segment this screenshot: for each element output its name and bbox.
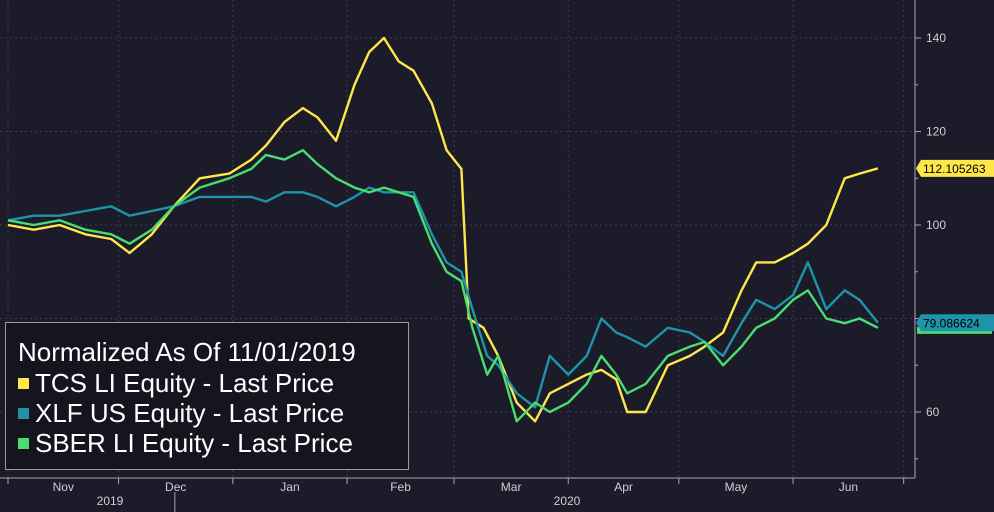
- x-tick-label: Dec: [165, 480, 186, 494]
- chart-title: Normalized As Of 11/01/2019: [18, 337, 356, 367]
- series-layer: [7, 36, 879, 423]
- legend-swatch-xlf: [18, 408, 29, 419]
- legend-item-xlf: XLF US Equity - Last Price: [18, 398, 344, 429]
- legend: Normalized As Of 11/01/2019 TCS LI Equit…: [5, 322, 409, 470]
- x-tick-label: Apr: [614, 480, 633, 494]
- last-value-tcs: 112.105263: [923, 162, 986, 176]
- x-tick-label: May: [725, 480, 748, 494]
- x-tick-label: Jan: [280, 480, 299, 494]
- y-tick-label: 60: [926, 405, 940, 419]
- y-tick-label: 140: [926, 31, 946, 45]
- x-tick-label: Jun: [839, 480, 858, 494]
- series-line-1: [7, 186, 879, 409]
- year-label: 2019: [97, 494, 124, 508]
- axis-layer: 60 100 120 140 Nov Dec Jan Feb Mar Apr May Jun 2019 2…: [0, 0, 946, 512]
- last-value-xlf-box: [916, 314, 994, 332]
- y-tick-label: 120: [926, 125, 946, 139]
- legend-swatch-sber: [18, 438, 29, 449]
- y-tick-label: 100: [926, 218, 946, 232]
- series-line-0: [7, 36, 879, 423]
- x-tick-label: Nov: [53, 480, 74, 494]
- legend-swatch-tcs: [18, 378, 29, 389]
- legend-label-tcs: TCS LI Equity - Last Price: [35, 368, 335, 398]
- legend-label-sber: SBER LI Equity - Last Price: [35, 428, 353, 458]
- legend-label-xlf: XLF US Equity - Last Price: [35, 398, 345, 428]
- x-tick-label: Feb: [390, 480, 411, 494]
- label-layer: 112.105263 79.086624: [916, 159, 994, 334]
- legend-item-tcs: TCS LI Equity - Last Price: [18, 368, 334, 399]
- year-label: 2020: [554, 494, 581, 508]
- last-value-tcs-box: [916, 159, 994, 177]
- legend-item-sber: SBER LI Equity - Last Price: [18, 428, 353, 459]
- series-line-2: [7, 149, 879, 423]
- x-tick-label: Mar: [501, 480, 522, 494]
- last-value-xlf: 79.086624: [923, 316, 980, 330]
